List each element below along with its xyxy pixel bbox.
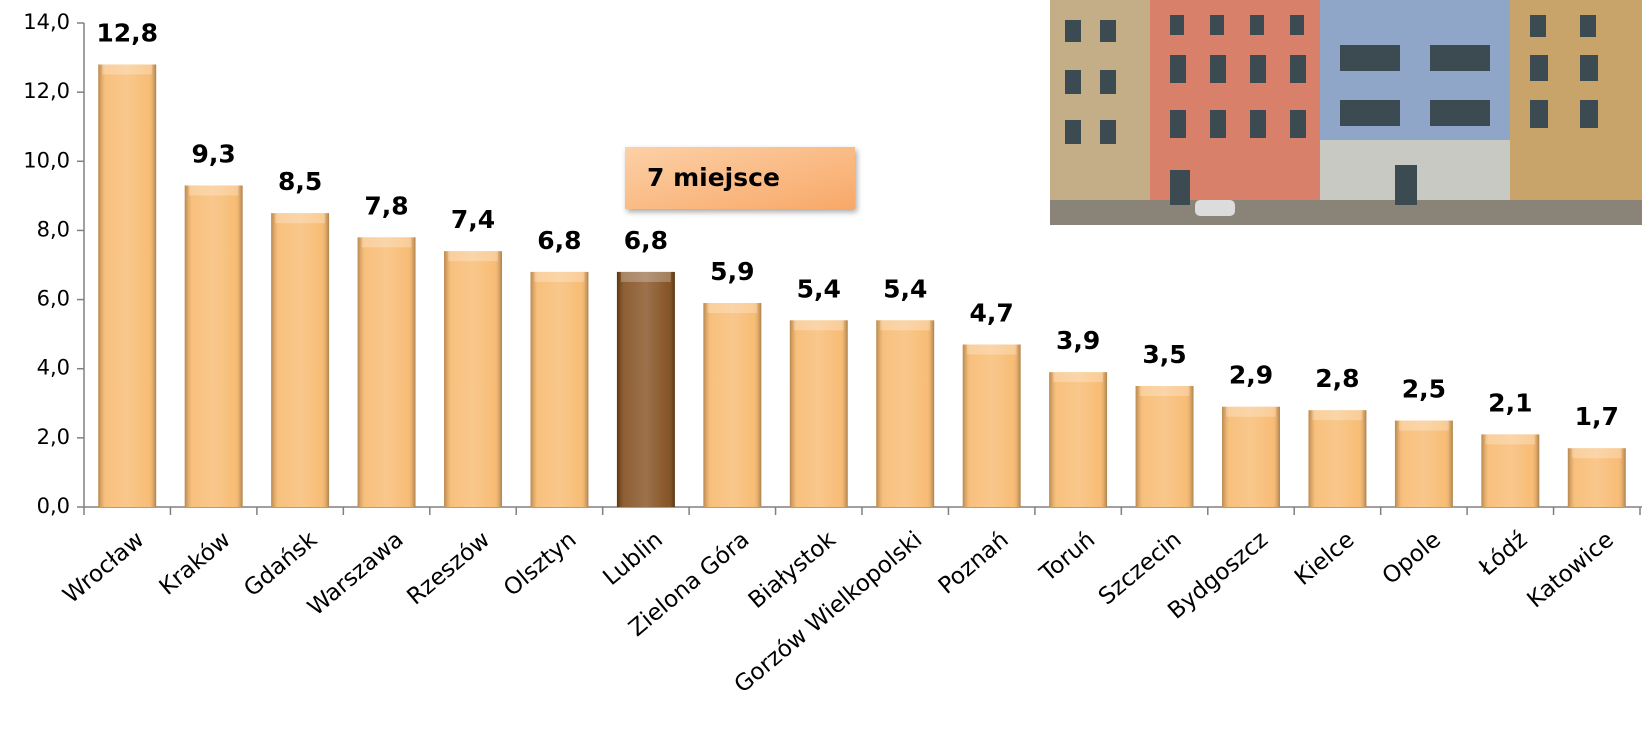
bar-shade: [1567, 448, 1626, 507]
value-label: 8,5: [278, 167, 322, 196]
bar-shade: [271, 213, 330, 507]
bar-bevel: [1226, 406, 1276, 417]
x-tick-label: Toruń: [1035, 527, 1101, 588]
x-tick-label: Poznań: [934, 527, 1014, 600]
bar-bevel: [707, 303, 758, 314]
bar-shade: [530, 271, 589, 507]
x-tick-label: Rzeszów: [402, 527, 495, 611]
value-label: 5,4: [883, 274, 927, 303]
value-label: 3,5: [1142, 340, 1186, 369]
bar-shade: [1135, 386, 1194, 507]
value-label: 2,8: [1315, 364, 1359, 393]
bar-bevel: [1571, 448, 1622, 459]
bar-bevel: [1485, 434, 1536, 445]
bar-shade: [1308, 410, 1367, 507]
x-tick-label: Gdańsk: [239, 526, 322, 602]
value-label: 3,9: [1056, 326, 1100, 355]
y-tick-label: 4,0: [37, 356, 70, 380]
x-tick-label: Katowice: [1523, 527, 1619, 614]
value-label: 12,8: [96, 18, 158, 47]
x-tick-label: Kraków: [155, 527, 236, 601]
value-label: 5,4: [797, 274, 841, 303]
bar-bevel: [793, 320, 844, 331]
value-label: 2,1: [1488, 388, 1532, 417]
bar-bevel: [1312, 410, 1363, 421]
y-tick-label: 10,0: [23, 148, 70, 172]
bar-bevel: [534, 271, 585, 282]
bar-shade: [1394, 420, 1453, 507]
value-label: 6,8: [624, 226, 668, 255]
x-tick-label: Opole: [1378, 527, 1446, 590]
bar-bevel: [966, 344, 1017, 355]
annotation: 7 miejsce: [647, 163, 780, 192]
photo: [1050, 0, 1642, 225]
value-label: 4,7: [970, 299, 1014, 328]
bar-shade: [444, 251, 502, 507]
x-tick-label: Warszawa: [303, 527, 408, 621]
bar-bevel: [361, 237, 412, 248]
value-label: 7,8: [364, 191, 408, 220]
bar-shade: [1222, 406, 1280, 507]
bar-bevel: [275, 213, 326, 224]
value-label: 7,4: [451, 205, 495, 234]
x-tick-label: Kielce: [1290, 527, 1359, 591]
bar-shade: [789, 320, 848, 507]
bar-shade: [184, 185, 243, 507]
x-tick-label: Olsztyn: [499, 527, 581, 602]
y-tick-label: 14,0: [23, 10, 70, 34]
bar-bevel: [1398, 420, 1449, 431]
y-tick-label: 2,0: [37, 425, 70, 449]
bar-shade: [357, 237, 416, 508]
x-tick-label: Lublin: [598, 527, 668, 591]
bar-shade: [1049, 372, 1108, 507]
value-label: 2,9: [1229, 361, 1273, 390]
value-label: 5,9: [710, 257, 754, 286]
bar-bevel: [188, 185, 239, 196]
value-label: 1,7: [1575, 402, 1619, 431]
bar-bevel: [1053, 372, 1104, 383]
bar-shade: [703, 303, 762, 507]
y-tick-label: 6,0: [37, 287, 70, 311]
value-label: 2,5: [1402, 375, 1446, 404]
bar-shade: [616, 271, 675, 507]
bar-shade: [876, 320, 935, 507]
y-tick-label: 0,0: [37, 494, 70, 518]
y-tick-label: 8,0: [37, 217, 70, 241]
x-tick-label: Łódź: [1474, 527, 1533, 582]
bar-bevel: [1139, 386, 1190, 396]
bar-shade: [98, 64, 157, 507]
value-label: 6,8: [537, 226, 581, 255]
y-tick-label: 12,0: [23, 79, 70, 103]
bar-bevel: [448, 251, 498, 262]
x-tick-label: Wrocław: [58, 527, 149, 609]
bar-shade: [962, 344, 1021, 507]
bar-bevel: [102, 64, 153, 75]
value-label: 9,3: [192, 139, 236, 168]
bar-bevel: [880, 320, 931, 331]
bar-shade: [1481, 434, 1540, 507]
bar-bevel: [620, 271, 671, 282]
annotation-box: [625, 147, 855, 209]
